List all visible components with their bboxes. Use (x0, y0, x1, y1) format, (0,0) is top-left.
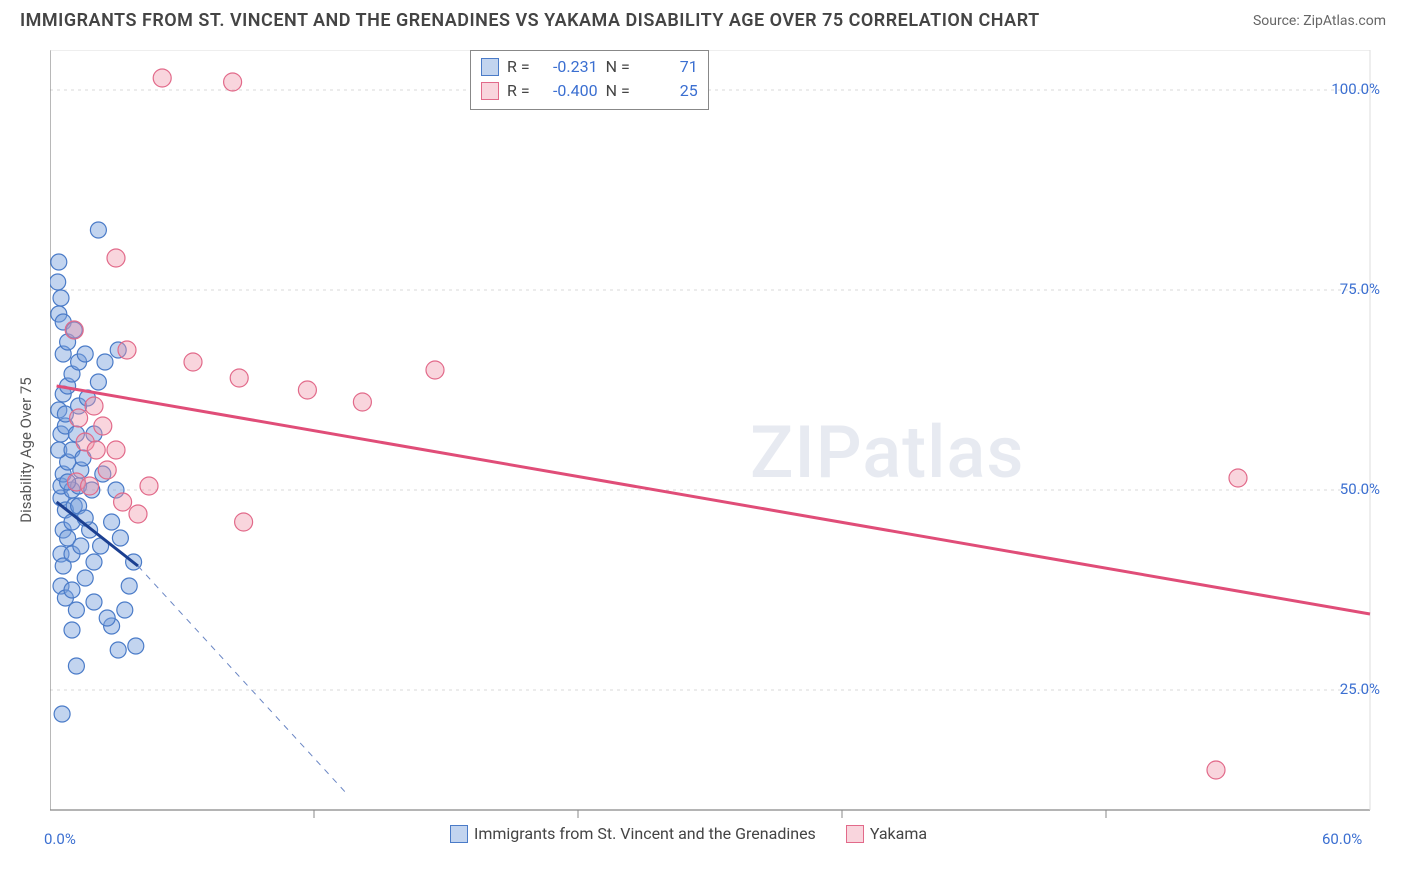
legend-swatch-series2 (481, 82, 499, 100)
legend-n-label: N = (606, 55, 630, 79)
chart-header: IMMIGRANTS FROM ST. VINCENT AND THE GREN… (0, 0, 1406, 39)
legend-series-item: Yakama (846, 824, 927, 843)
legend-stats-row: R = -0.400 N = 25 (481, 79, 698, 103)
legend-stats-row: R = -0.231 N = 71 (481, 55, 698, 79)
y-tick-label: 50.0% (1340, 480, 1380, 498)
chart-title: IMMIGRANTS FROM ST. VINCENT AND THE GREN… (20, 10, 1040, 31)
legend-series-label: Immigrants from St. Vincent and the Gren… (474, 824, 816, 843)
legend-swatch-icon (846, 825, 864, 843)
legend-swatch-series1 (481, 58, 499, 76)
y-axis-label: Disability Age Over 75 (17, 377, 35, 522)
legend-stats: R = -0.231 N = 71 R = -0.400 N = 25 (470, 50, 709, 110)
legend-r-label: R = (507, 79, 530, 103)
y-tick-label: 75.0% (1340, 280, 1380, 298)
legend-series-label: Yakama (870, 824, 927, 843)
legend-n-value: 25 (638, 79, 698, 103)
legend-series: Immigrants from St. Vincent and the Gren… (450, 824, 927, 843)
chart-source: Source: ZipAtlas.com (1253, 13, 1386, 29)
legend-series-item: Immigrants from St. Vincent and the Gren… (450, 824, 816, 843)
x-min-label: 0.0% (44, 830, 76, 848)
legend-r-value: -0.400 (538, 79, 598, 103)
chart-area: Disability Age Over 75 R = -0.231 N = 71… (50, 50, 1390, 850)
legend-r-label: R = (507, 55, 530, 79)
legend-swatch-icon (450, 825, 468, 843)
legend-r-value: -0.231 (538, 55, 598, 79)
scatter-chart-svg (50, 50, 1390, 850)
legend-n-label: N = (606, 79, 630, 103)
y-tick-label: 25.0% (1340, 680, 1380, 698)
legend-n-value: 71 (638, 55, 698, 79)
y-tick-label: 100.0% (1331, 80, 1380, 98)
x-max-label: 60.0% (1322, 830, 1362, 848)
